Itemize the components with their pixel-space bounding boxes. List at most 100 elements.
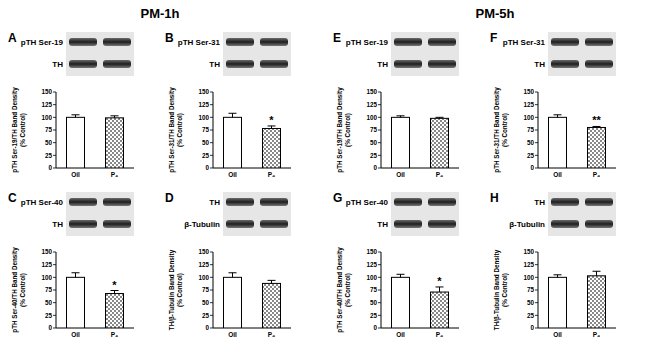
y-axis [538, 252, 539, 328]
y-tick-label: 50 [370, 299, 378, 306]
error-bar [593, 271, 601, 276]
x-tick-label: Oil [228, 331, 237, 338]
blot-band [394, 60, 422, 68]
blot-background [66, 32, 134, 76]
blot-band [394, 38, 422, 46]
bar [263, 128, 281, 168]
bar [67, 117, 85, 168]
x-tick-label: Oil [71, 171, 80, 178]
blot-band [551, 198, 579, 206]
blot-band [103, 38, 131, 46]
error-bar [554, 115, 562, 118]
x-tick-label: Oil [396, 331, 405, 338]
blot-label: pTH Ser-40 [346, 198, 389, 207]
blot-label: TH [52, 60, 63, 69]
y-tick-label: 50 [370, 139, 378, 146]
error-bar [436, 287, 444, 292]
y-tick-label: 0 [48, 324, 52, 331]
x-tick-label: Oil [228, 171, 237, 178]
y-tick-label: 150 [366, 88, 377, 95]
blot-band [260, 198, 288, 206]
x-tick-label: P₄ [593, 331, 600, 338]
x-tick-label: P₄ [593, 171, 600, 178]
blot-band [394, 220, 422, 228]
blot-band [428, 38, 456, 46]
panel: CpTH Ser-40THpTH Ser-40/TH Band Density(… [8, 191, 134, 338]
panel-letter: G [333, 191, 342, 205]
column-title: PM-1h [141, 6, 180, 21]
significance: * [437, 275, 442, 287]
panel-letter: C [8, 191, 17, 205]
x-tick-label: P₄ [436, 171, 443, 178]
marks [67, 115, 124, 168]
y-tick-label: 75 [45, 286, 53, 293]
significance: * [269, 114, 274, 126]
bar [588, 127, 606, 168]
error-bar [593, 126, 601, 127]
y-tick-label: 75 [202, 286, 210, 293]
y-axis-label: pTH Ser-19/TH Band Density(% Control) [336, 87, 352, 173]
x-tick-label: P₄ [111, 171, 118, 178]
blot-background [223, 32, 291, 76]
marks [392, 274, 449, 328]
blot-band [260, 38, 288, 46]
blot-background [548, 192, 616, 236]
blot-label: TH [377, 60, 388, 69]
error-bar [268, 280, 276, 283]
y-axis-label: TH/β-Tubulin Band Density(% Control) [168, 249, 184, 330]
panel-letter: D [165, 191, 174, 205]
panel: FpTH Ser-31THpTH Ser-31/TH Band Density(… [490, 31, 616, 178]
blot-label: TH [377, 220, 388, 229]
panel: HTHβ-TubulinTH/β-Tubulin Band Density(% … [490, 191, 616, 338]
bar [392, 117, 410, 168]
y-tick-label: 75 [527, 126, 535, 133]
y-label-line: (% Control) [344, 273, 352, 307]
y-axis-label: pTH Ser-19/TH Band Density(% Control) [11, 87, 27, 173]
y-tick-label: 125 [198, 261, 209, 268]
panel-letter: A [8, 31, 17, 45]
blot-band [260, 220, 288, 228]
panel: DTHβ-TubulinTH/β-Tubulin Band Density(% … [165, 191, 291, 338]
y-tick-label: 125 [366, 261, 377, 268]
panel: BpTH Ser-31THpTH Ser-31/TH Band Density(… [165, 31, 291, 178]
bar [392, 277, 410, 328]
marks [549, 271, 606, 328]
blot-band [428, 60, 456, 68]
blot-band [103, 198, 131, 206]
error-bar [436, 117, 444, 118]
blot-label: TH [209, 198, 220, 207]
error-bar [554, 275, 562, 278]
blot-band [103, 60, 131, 68]
y-axis-label: pTH Ser-40/TH Band Density(% Control) [336, 247, 352, 333]
bar [549, 117, 567, 168]
blot-band [394, 198, 422, 206]
y-axis [538, 92, 539, 168]
panel: EpTH Ser-19THpTH Ser-19/TH Band Density(… [333, 31, 459, 178]
bar [588, 276, 606, 328]
y-tick-label: 150 [366, 248, 377, 255]
y-tick-label: 50 [45, 139, 53, 146]
blot-band [69, 60, 97, 68]
marks [392, 116, 449, 168]
error-bar [111, 116, 119, 118]
blot-label: TH [534, 198, 545, 207]
y-tick-label: 75 [202, 126, 210, 133]
panel-letter: F [490, 31, 497, 45]
y-tick-label: 150 [198, 88, 209, 95]
marks [67, 273, 124, 328]
y-tick-label: 0 [530, 164, 534, 171]
blot-label: TH [52, 220, 63, 229]
y-tick-label: 25 [527, 152, 535, 159]
blot-band [585, 198, 613, 206]
y-axis [381, 252, 382, 328]
blot-band [585, 220, 613, 228]
blot-label: β-Tubulin [509, 220, 545, 229]
error-bar [72, 273, 80, 278]
panel-letter: B [165, 31, 174, 45]
blot-label: pTH Ser-31 [178, 38, 221, 47]
x-tick-label: Oil [396, 171, 405, 178]
y-tick-label: 75 [527, 286, 535, 293]
y-label-line: (% Control) [19, 273, 27, 307]
marks [224, 273, 281, 328]
y-label-line: (% Control) [344, 113, 352, 147]
